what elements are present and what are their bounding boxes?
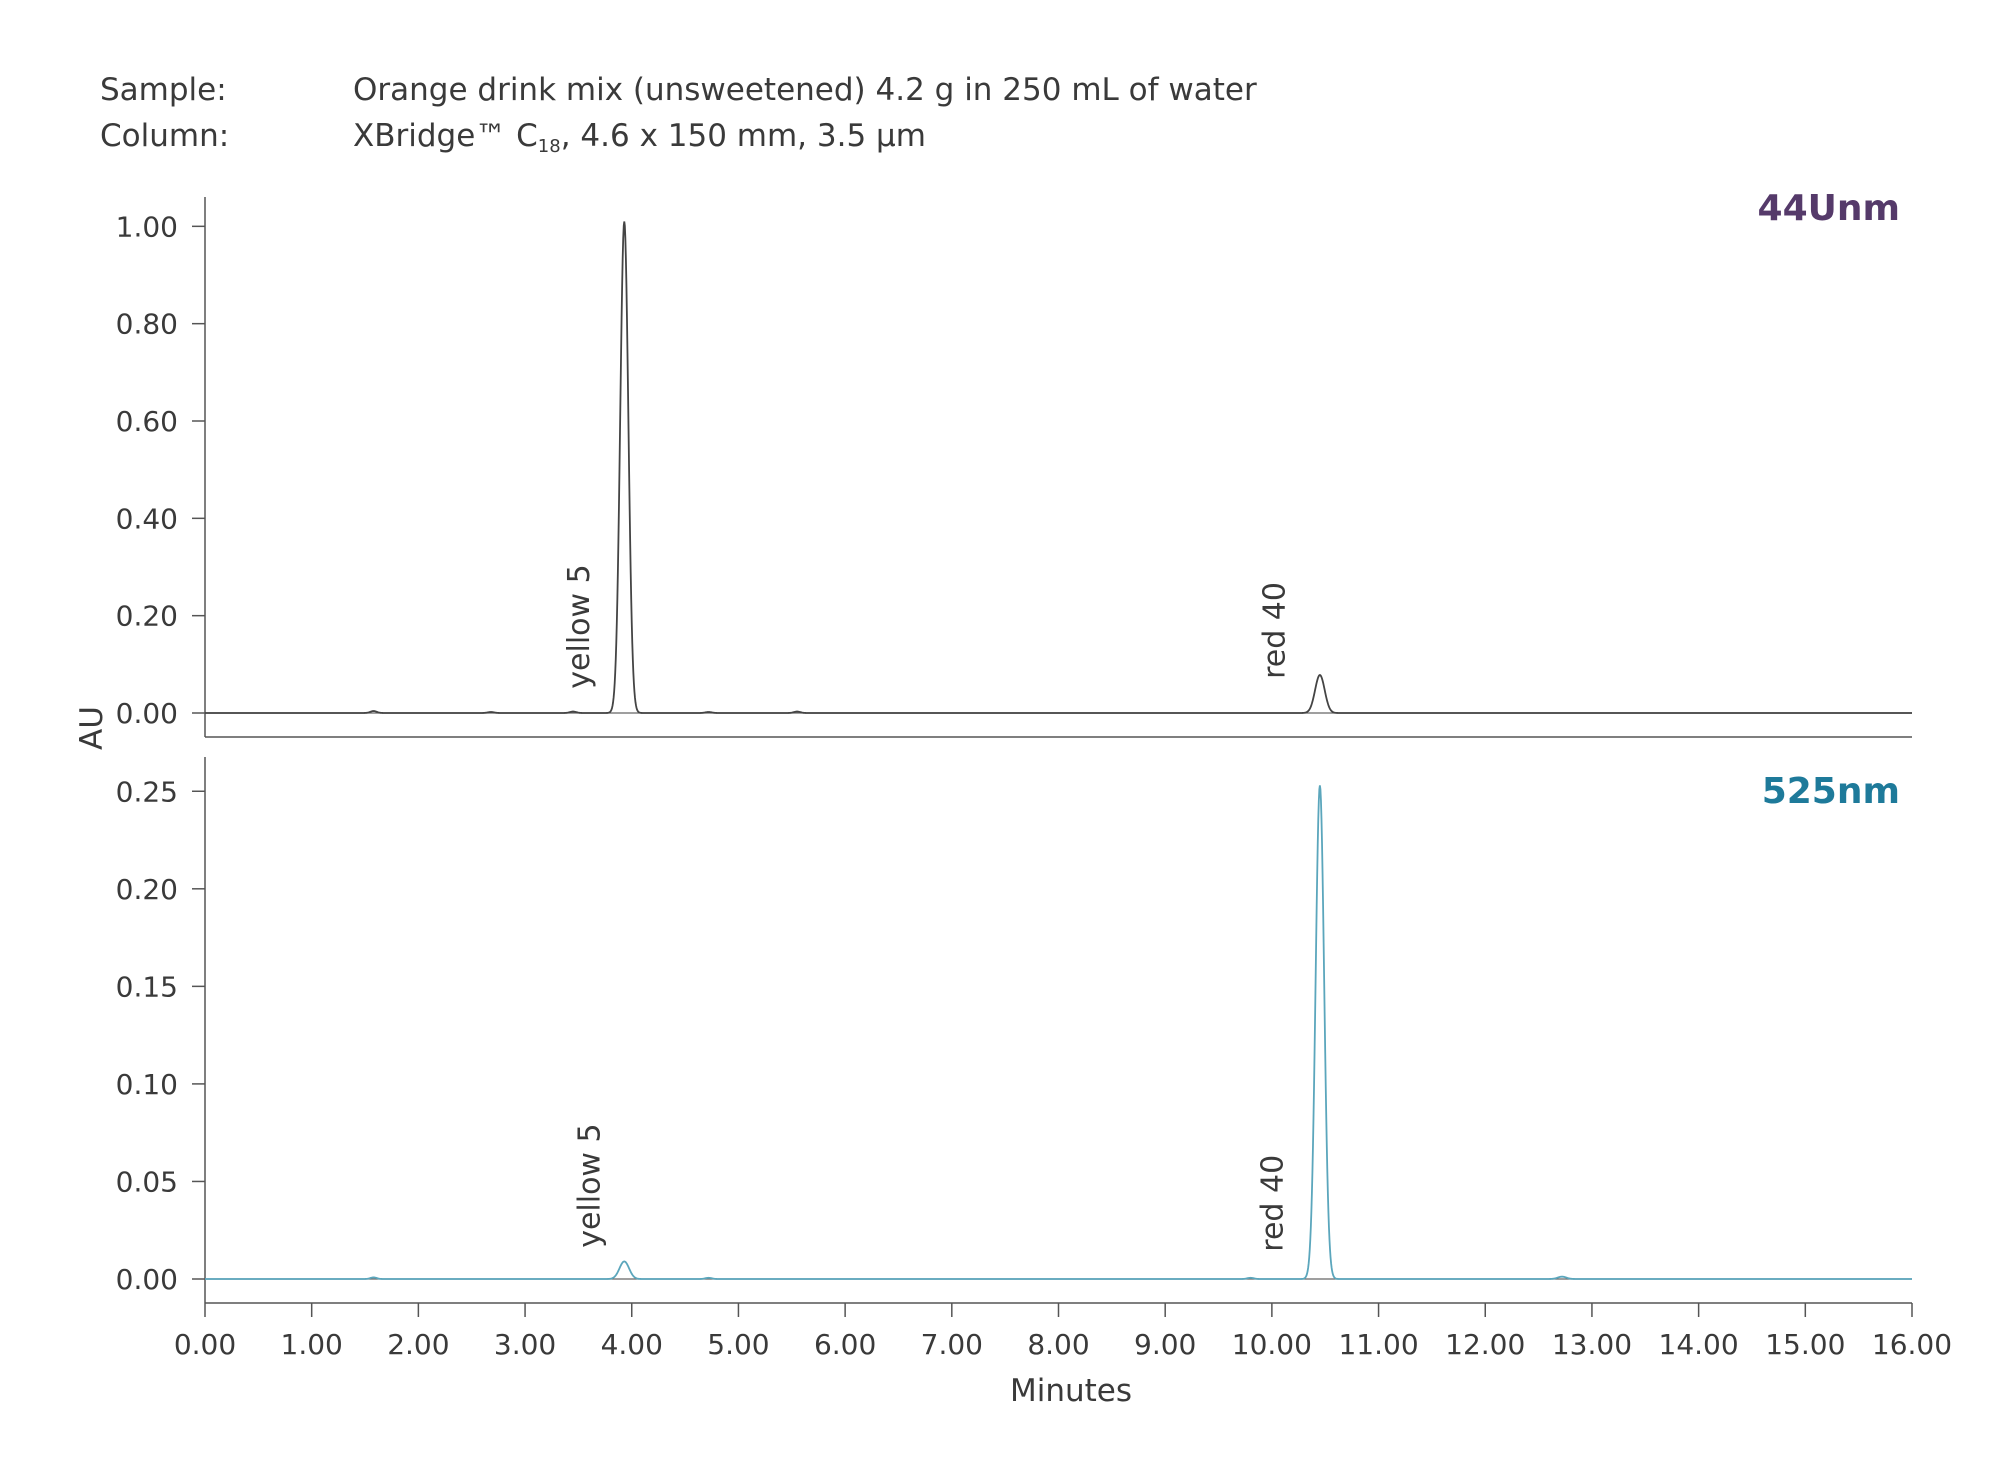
x-tick-label: 15.00 (1765, 1328, 1845, 1361)
panel-2-y-tick-label: 0.05 (116, 1165, 178, 1198)
x-tick-label: 5.00 (707, 1328, 769, 1361)
x-tick-label: 8.00 (1027, 1328, 1089, 1361)
x-tick-label: 11.00 (1338, 1328, 1418, 1361)
panel-2-y-tick-label: 0.10 (116, 1068, 178, 1101)
x-tick-label: 16.00 (1872, 1328, 1952, 1361)
y-axis-label: AU (74, 706, 110, 750)
panel-1-y-tick-label: 1.00 (116, 210, 178, 243)
panel-1-peak-label: yellow 5 (562, 564, 597, 688)
panel-1-y-tick-label: 0.80 (116, 308, 178, 341)
sample-value: Orange drink mix (unsweetened) 4.2 g in … (353, 72, 1257, 108)
x-tick-label: 7.00 (921, 1328, 983, 1361)
x-tick-label: 6.00 (814, 1328, 876, 1361)
panel-2-y-tick-label: 0.20 (116, 873, 178, 906)
x-tick-label: 13.00 (1552, 1328, 1632, 1361)
panel-1-y-tick-label: 0.00 (116, 697, 178, 730)
column-value: XBridge™ C18, 4.6 x 150 mm, 3.5 µm (353, 118, 926, 157)
column-value-subscript: 18 (537, 136, 561, 157)
x-tick-label: 1.00 (281, 1328, 343, 1361)
x-tick-label: 0.00 (174, 1328, 236, 1361)
panel-1-wavelength-label: 44Unm (1758, 188, 1900, 229)
x-tick-label: 2.00 (387, 1328, 449, 1361)
x-axis-label: Minutes (1010, 1373, 1132, 1409)
x-tick-label: 10.00 (1232, 1328, 1312, 1361)
x-tick-label: 14.00 (1659, 1328, 1739, 1361)
panel-2-trace (205, 785, 1912, 1280)
panel-1-peak-label: red 40 (1258, 582, 1293, 679)
column-value-main: XBridge™ C (353, 118, 538, 154)
panel-2-y-tick-label: 0.15 (116, 970, 178, 1003)
axes-layer (204, 197, 1912, 1304)
column-label: Column: (100, 118, 230, 154)
panel-1-y-tick-label: 0.60 (116, 405, 178, 438)
x-tick-label: 4.00 (601, 1328, 663, 1361)
sample-label: Sample: (100, 72, 227, 108)
dynamic-layer: 0.00 0.20 0.40 0.60 0.80 1.00 yellow 5 red 40 44… (116, 188, 1952, 1361)
panel-2-y-tick-label: 0.25 (116, 775, 178, 808)
column-value-rest: , 4.6 x 150 mm, 3.5 µm (560, 118, 926, 154)
panel-2-peak-label: yellow 5 (573, 1123, 608, 1247)
panel-2-wavelength-label: 525nm (1762, 771, 1900, 812)
x-tick-label: 9.00 (1134, 1328, 1196, 1361)
panel-1-y-tick-label: 0.40 (116, 502, 178, 535)
panel-2-peak-label: red 40 (1256, 1155, 1291, 1252)
panel-2-y-tick-label: 0.00 (116, 1263, 178, 1296)
panel-1-y-tick-label: 0.20 (116, 600, 178, 633)
chart-header: Sample: Orange drink mix (unsweetened) 4… (0, 0, 2000, 170)
x-tick-label: 3.00 (494, 1328, 556, 1361)
x-tick-label: 12.00 (1445, 1328, 1525, 1361)
panel-1-trace (205, 221, 1912, 714)
